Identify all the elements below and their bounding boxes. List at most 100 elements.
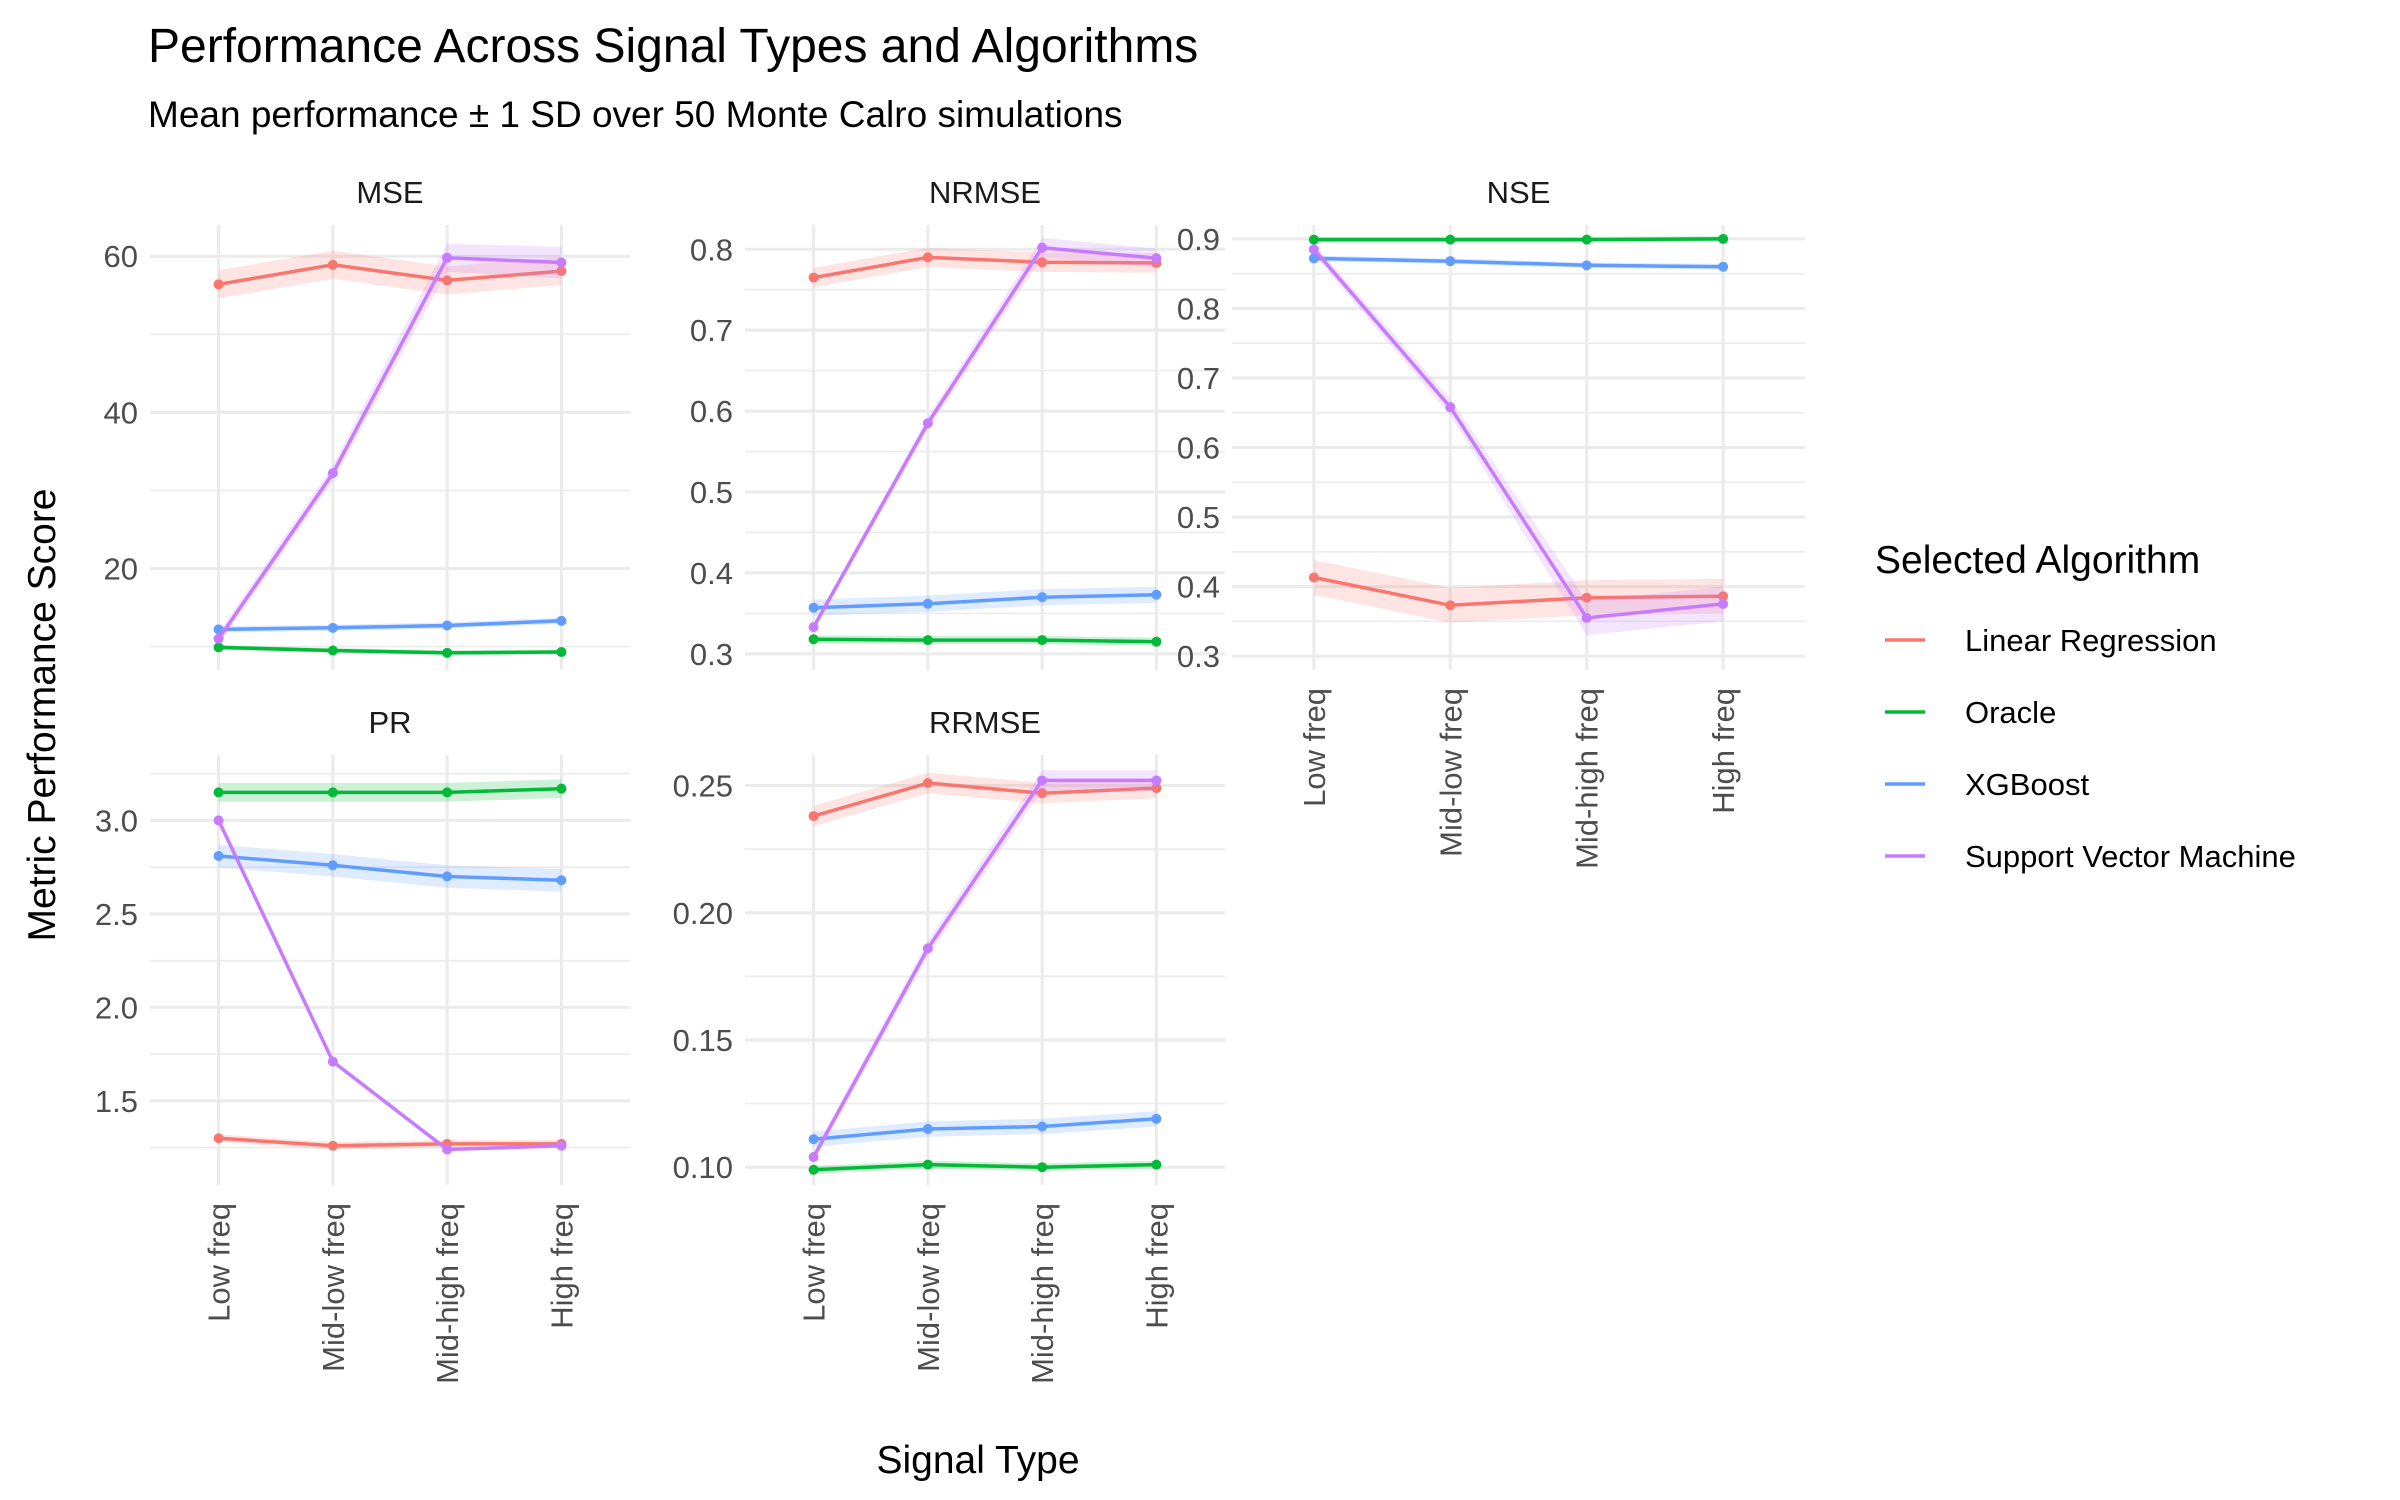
y-tick-label: 0.10	[673, 1150, 733, 1185]
y-tick-label: 1.5	[95, 1084, 138, 1119]
chart-title: Performance Across Signal Types and Algo…	[148, 20, 1198, 73]
y-tick-label: 0.20	[673, 896, 733, 931]
sd-ribbon	[813, 247, 1157, 288]
data-point	[1718, 598, 1729, 609]
series-linear-regression	[1308, 560, 1729, 623]
data-point	[327, 1140, 338, 1151]
data-point	[1037, 242, 1048, 253]
series-oracle	[213, 642, 567, 658]
data-point	[808, 272, 819, 283]
data-point	[1445, 600, 1456, 611]
series-xgboost	[1308, 253, 1729, 272]
data-point	[327, 860, 338, 871]
data-point	[327, 787, 338, 798]
series-line	[812, 245, 1157, 628]
data-point	[442, 647, 453, 658]
legend-label: XGBoost	[1965, 767, 2089, 802]
data-point	[1718, 233, 1729, 244]
series-oracle	[1308, 233, 1729, 245]
x-tick-label: Mid-low freq	[1433, 688, 1468, 857]
series-line	[218, 619, 562, 632]
series-line	[217, 256, 562, 640]
data-point	[1151, 775, 1162, 786]
data-point	[213, 850, 224, 861]
data-point	[213, 624, 224, 635]
data-point	[922, 777, 933, 788]
series-line	[1312, 248, 1724, 620]
y-tick-label: 0.6	[1177, 431, 1220, 466]
facet-label: PR	[368, 705, 411, 740]
data-point	[213, 642, 224, 653]
data-point	[808, 634, 819, 645]
facet-label: RRMSE	[929, 705, 1041, 740]
facet-label: NSE	[1487, 175, 1551, 210]
data-point	[442, 620, 453, 631]
legend-item-support-vector-machine: Support Vector Machine	[1885, 839, 2296, 874]
series-line	[813, 637, 1157, 644]
data-point	[442, 1144, 453, 1155]
y-tick-label: 0.7	[1177, 361, 1220, 396]
data-point	[442, 275, 453, 286]
sd-ribbon	[218, 779, 562, 802]
legend-label: Oracle	[1965, 695, 2056, 730]
panel-nrmse: 0.3 0.4 0.5 0.6 0.7 0.8 NRMSE	[690, 175, 1225, 672]
x-tick-label: High freq	[544, 1203, 579, 1329]
sd-ribbon	[218, 243, 562, 645]
data-point	[1037, 788, 1048, 799]
facet-label: MSE	[356, 175, 423, 210]
x-tick-label: Low freq	[1297, 688, 1332, 807]
series-line	[813, 1162, 1157, 1172]
data-point	[1718, 591, 1729, 602]
data-point	[808, 1134, 819, 1145]
data-point	[213, 787, 224, 798]
x-tick-label: Mid-high freq	[1570, 688, 1605, 869]
series-linear-regression	[213, 250, 567, 299]
series-line	[813, 593, 1157, 610]
legend-title: Selected Algorithm	[1875, 539, 2200, 582]
data-point	[556, 266, 567, 277]
y-tick-label: 0.4	[1177, 570, 1220, 605]
data-point	[1445, 256, 1456, 267]
data-point	[327, 622, 338, 633]
data-point	[1151, 1113, 1162, 1124]
data-point	[808, 811, 819, 822]
data-point	[327, 259, 338, 270]
series-line	[218, 854, 562, 883]
legend-label: Support Vector Machine	[1965, 839, 2296, 874]
series-oracle	[213, 779, 567, 802]
series-line	[1313, 237, 1724, 242]
y-tick-label: 0.3	[690, 637, 733, 672]
legend-item-xgboost: XGBoost	[1885, 767, 2089, 802]
series-line	[218, 1136, 562, 1148]
data-point	[1151, 783, 1162, 794]
data-point	[922, 418, 933, 429]
series-support-vector-machine	[1308, 243, 1729, 636]
data-point	[442, 787, 453, 798]
legend-item-oracle: Oracle	[1885, 695, 2056, 730]
data-point	[808, 622, 819, 633]
legend-label: Linear Regression	[1965, 623, 2217, 658]
series-line	[218, 786, 562, 795]
data-point	[922, 943, 933, 954]
y-tick-label: 0.4	[690, 556, 733, 591]
data-point	[1308, 253, 1319, 264]
y-tick-label: 0.6	[690, 394, 733, 429]
data-point	[327, 1056, 338, 1067]
data-point	[556, 647, 567, 658]
data-point	[1581, 592, 1592, 603]
series-line	[813, 255, 1157, 280]
series-line	[812, 778, 1157, 1158]
data-point	[327, 468, 338, 479]
data-point	[808, 602, 819, 613]
sd-ribbon	[218, 844, 562, 892]
data-point	[213, 1133, 224, 1144]
y-tick-label: 0.5	[690, 475, 733, 510]
series-support-vector-machine	[213, 815, 567, 1155]
x-tick-label: Mid-high freq	[430, 1203, 465, 1384]
data-point	[1037, 1162, 1048, 1173]
data-point	[556, 615, 567, 626]
data-point	[1581, 260, 1592, 271]
data-point	[556, 1140, 567, 1151]
data-point	[1308, 234, 1319, 245]
data-point	[1037, 635, 1048, 646]
